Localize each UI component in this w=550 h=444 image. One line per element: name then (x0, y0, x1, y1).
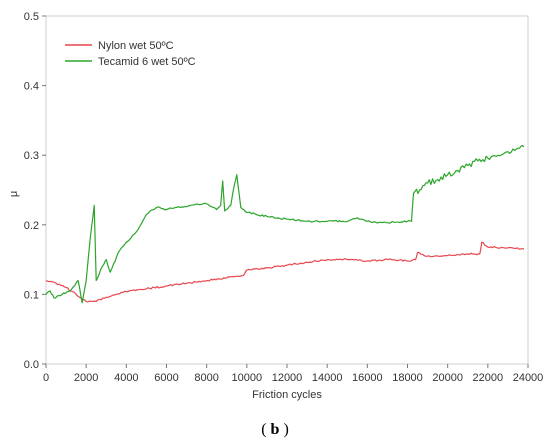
y-tick-label: 0.2 (24, 220, 39, 232)
series-line-nylon (45, 241, 525, 303)
x-tick-label: 22000 (473, 372, 504, 384)
x-tick-label: 8000 (194, 372, 218, 384)
y-tick-label: 0.3 (24, 150, 39, 162)
x-tick-label: 10000 (232, 372, 263, 384)
y-axis-title: μ (8, 191, 20, 197)
x-tick-label: 24000 (513, 372, 544, 384)
y-tick-label: 0.5 (24, 11, 39, 23)
x-axis: 0 2000 4000 6000 8000 10000 12000 14000 16000 180… (43, 364, 543, 384)
y-tick-label: 0.4 (24, 81, 39, 93)
plot-frame (45, 15, 529, 365)
legend-label-tecamid: Tecamid 6 wet 50ºC (98, 56, 196, 68)
x-tick-label: 20000 (432, 372, 463, 384)
y-tick-label: 0.0 (24, 359, 39, 371)
plot-area (45, 15, 529, 365)
caption-close-paren: ) (283, 421, 288, 438)
x-tick-label: 0 (43, 372, 49, 384)
x-tick-label: 18000 (392, 372, 423, 384)
figure-caption: ( b ) (261, 421, 289, 438)
x-axis-title: Friction cycles (252, 389, 322, 401)
x-tick-label: 16000 (352, 372, 383, 384)
x-tick-label: 4000 (114, 372, 138, 384)
series-line-tecamid (45, 145, 525, 304)
caption-letter: b (271, 421, 280, 438)
legend: Nylon wet 50ºC Tecamid 6 wet 50ºC (65, 40, 196, 68)
x-tick-label: 14000 (312, 372, 343, 384)
x-tick-label: 2000 (74, 372, 98, 384)
y-tick-label: 0.1 (24, 289, 39, 301)
caption-open-paren: ( (261, 421, 266, 438)
y-axis: 0.0 0.1 0.2 0.3 0.4 0.5 (24, 11, 46, 371)
x-tick-label: 6000 (154, 372, 178, 384)
legend-label-nylon: Nylon wet 50ºC (98, 40, 174, 52)
x-tick-label: 12000 (272, 372, 303, 384)
series-layer (45, 145, 525, 304)
